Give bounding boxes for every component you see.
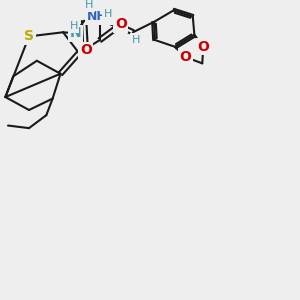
Text: O: O <box>115 17 127 32</box>
Text: O: O <box>80 44 92 57</box>
Text: NH₂: NH₂ <box>87 10 113 23</box>
Text: H: H <box>69 21 78 31</box>
Text: S: S <box>24 29 34 44</box>
Text: H: H <box>131 35 140 45</box>
Text: O: O <box>179 50 191 64</box>
Text: O: O <box>197 40 209 54</box>
Text: N: N <box>69 26 81 40</box>
Text: H: H <box>85 0 94 10</box>
Text: H: H <box>103 9 112 19</box>
